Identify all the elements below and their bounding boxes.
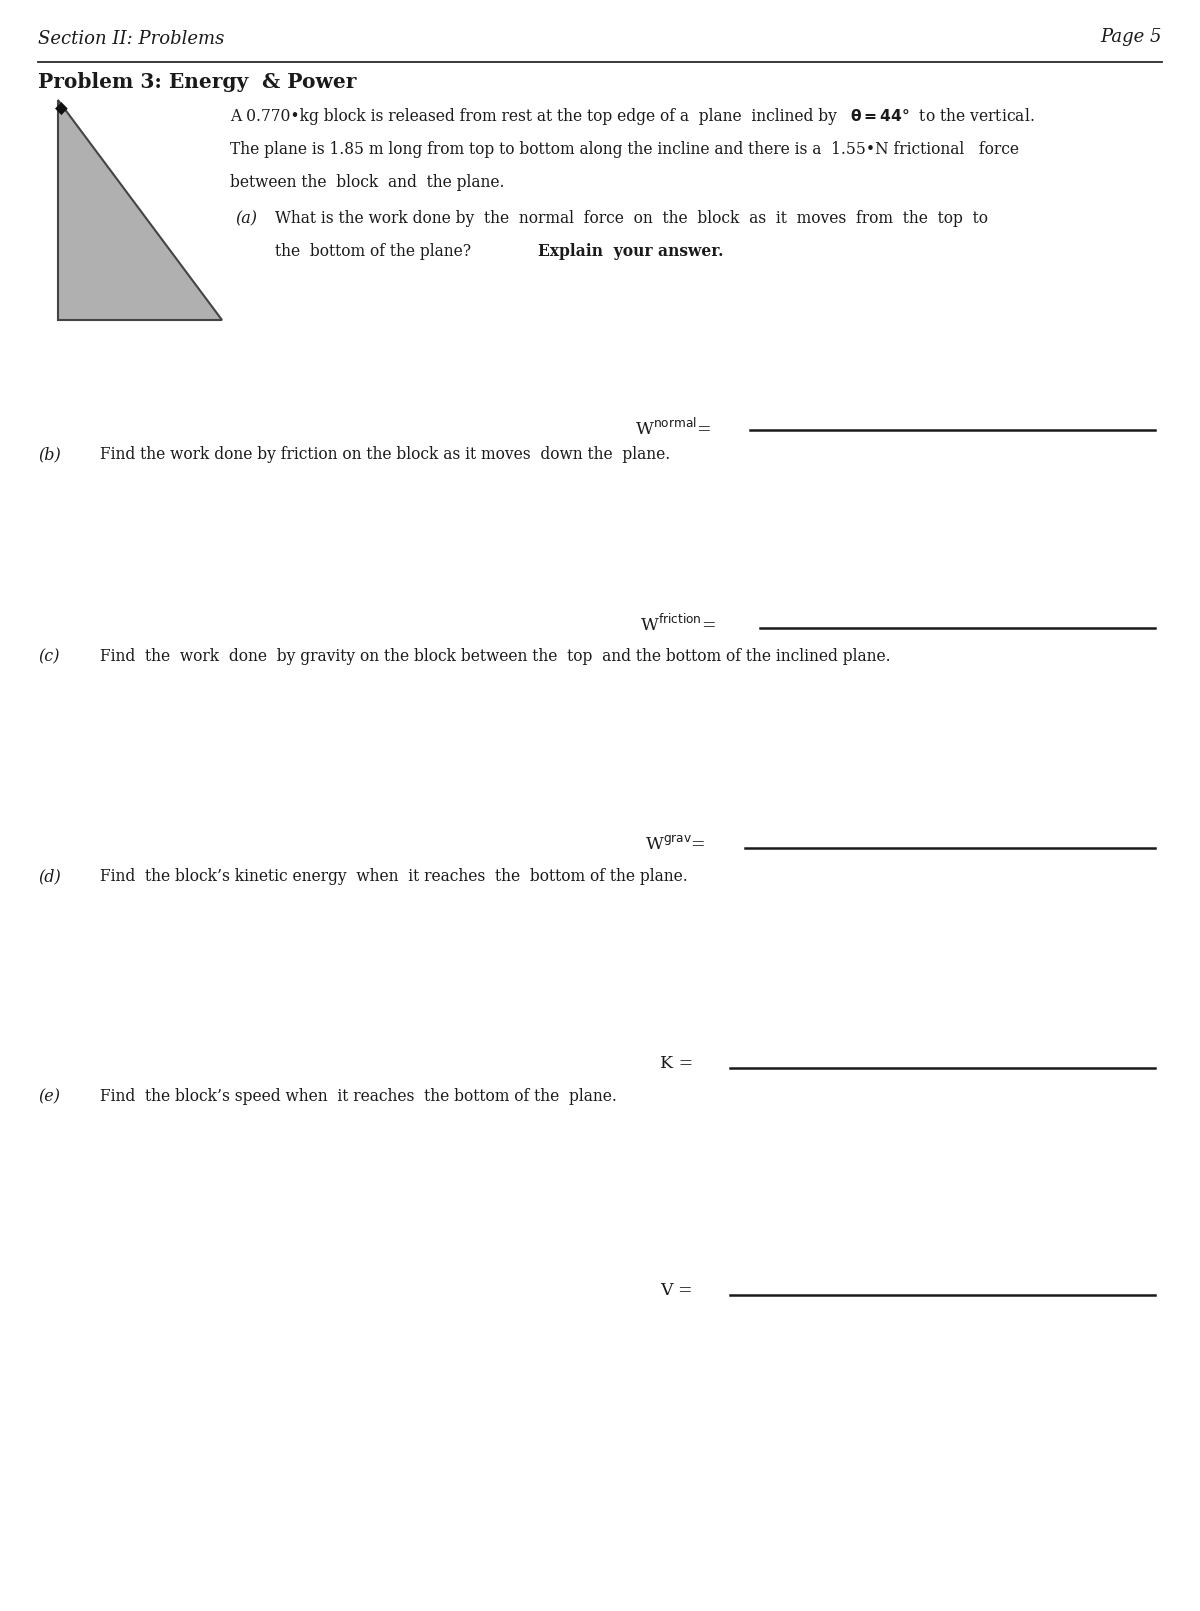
- Text: (c): (c): [38, 648, 60, 665]
- Text: The plane is 1.85 m long from top to bottom along the incline and there is a  1.: The plane is 1.85 m long from top to bot…: [230, 142, 1019, 158]
- Text: the  bottom of the plane?: the bottom of the plane?: [275, 243, 481, 259]
- Text: Explain  your answer.: Explain your answer.: [538, 243, 724, 259]
- Text: between the  block  and  the plane.: between the block and the plane.: [230, 174, 504, 192]
- Text: V =: V =: [660, 1282, 692, 1298]
- Text: $\mathbf{\theta = 44°}$  to the vertical.: $\mathbf{\theta = 44°}$ to the vertical.: [850, 108, 1034, 126]
- Text: (e): (e): [38, 1087, 60, 1105]
- Text: (a): (a): [235, 209, 257, 227]
- Text: ◆: ◆: [55, 100, 67, 118]
- Text: (b): (b): [38, 446, 61, 462]
- Text: Section II: Problems: Section II: Problems: [38, 31, 224, 48]
- Text: (d): (d): [38, 868, 61, 884]
- Text: Find  the block’s speed when  it reaches  the bottom of the  plane.: Find the block’s speed when it reaches t…: [100, 1087, 617, 1105]
- Text: What is the work done by  the  normal  force  on  the  block  as  it  moves  fro: What is the work done by the normal forc…: [275, 209, 988, 227]
- Text: W$^{\mathrm{normal}}$=: W$^{\mathrm{normal}}$=: [635, 417, 712, 440]
- Text: Find the work done by friction on the block as it moves  down the  plane.: Find the work done by friction on the bl…: [100, 446, 671, 462]
- Text: K =: K =: [660, 1055, 694, 1071]
- Text: W$^{\mathrm{friction}}$=: W$^{\mathrm{friction}}$=: [640, 614, 716, 635]
- Text: Page 5: Page 5: [1100, 27, 1162, 47]
- Text: Find  the block’s kinetic energy  when  it reaches  the  bottom of the plane.: Find the block’s kinetic energy when it …: [100, 868, 688, 884]
- Text: A 0.770•kg block is released from rest at the top edge of a  plane  inclined by: A 0.770•kg block is released from rest a…: [230, 108, 841, 126]
- Text: W$^{\mathrm{grav}}$=: W$^{\mathrm{grav}}$=: [646, 834, 706, 854]
- Text: Find  the  work  done  by gravity on the block between the  top  and the bottom : Find the work done by gravity on the blo…: [100, 648, 890, 665]
- Text: Problem 3: Energy  & Power: Problem 3: Energy & Power: [38, 72, 356, 92]
